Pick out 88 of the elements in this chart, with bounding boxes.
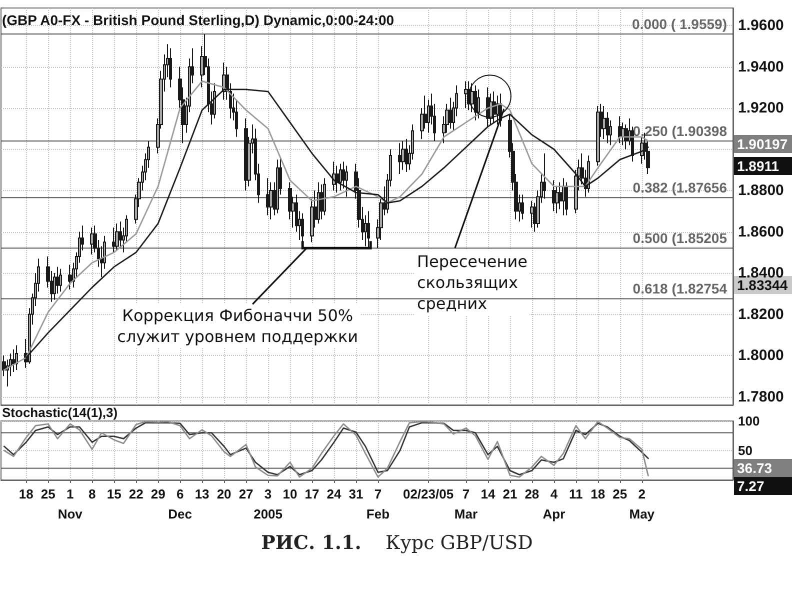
candlestick [405,138,408,172]
candlestick [449,97,452,130]
candlestick [474,84,477,121]
candlestick [477,88,480,119]
candlestick [552,180,556,212]
ref-line-label: 0.618 (1.82754 [632,280,728,297]
y-tick-label: 1.8600 [738,223,784,240]
candlestick [464,80,468,109]
candlestick [317,182,320,224]
x-tick-label: 18 [590,486,606,502]
x-tick-label: 8 [88,486,96,502]
candlestick [345,165,348,198]
text: 7.27 [737,478,764,494]
x-tick-label: 28 [524,486,540,502]
x-tick-label: 25 [612,486,628,502]
x-tick-label: 21 [502,486,518,502]
y-tick-label: 1.9400 [738,58,784,76]
x-tick-label: 18 [18,486,34,502]
y-tick-label: 100 [738,414,760,428]
text: 1.8911 [737,158,780,174]
candlestick [602,105,606,140]
candlestick [112,227,116,253]
annotation: Пересечение скользящих средних [416,252,528,314]
text: 36.73 [737,460,772,476]
candlestick [521,194,524,220]
x-tick-label: 25 [40,486,56,502]
candlestick [59,268,62,292]
x-tick-label: 20 [216,486,232,502]
candlestick [115,223,119,251]
candlestick [323,178,326,216]
x-tick-label: 7 Feb [366,486,390,522]
candlestick [562,178,565,216]
candlestick [276,159,279,214]
x-tick-label: 11 [569,486,583,502]
x-tick-label: 4 Apr [542,486,566,522]
candlestick [492,91,496,123]
candlestick [496,95,499,126]
y-tick-label: 50 [738,443,752,458]
candlestick [367,210,370,249]
x-tick-label: 31 [348,486,364,502]
y-tick-label: 1.9600 [738,17,784,34]
x-tick-label: 15 [106,486,122,502]
candlestick [565,182,568,216]
candlestick [398,142,402,175]
candlestick [618,116,622,144]
ref-line-label: 0.250 (1.90398 [632,123,728,140]
x-tick-label: 2 May [629,486,656,522]
candlestick [339,163,342,192]
y-tick-label: 1.9200 [738,100,784,117]
x-tick-label: 3 2005 [254,486,282,522]
candlestick [68,264,72,290]
x-tick-label: 27 [238,486,254,502]
y-tick-label: 1.8800 [738,182,784,200]
y-tick-label: 1.8200 [738,306,784,323]
candlestick [401,140,405,170]
y-tick-label: 1.7800 [738,388,784,406]
candlestick [587,154,590,194]
candlestick [90,227,94,255]
ref-line-label: 0.000 ( 1.9559) [632,16,727,32]
x-tick-label: 1 Nov [58,486,84,522]
candlestick [543,152,546,200]
x-tick-label: 14 [480,486,496,502]
candlestick [596,105,600,166]
candlestick [269,182,273,220]
x-tick-label: 24 [326,486,342,502]
ref-line-label: 0.500 (1.85205 [632,230,728,246]
x-tick-label: 10 [282,486,298,502]
candlestick [119,220,122,249]
candlestick [335,165,339,194]
x-tick-label: 29 [150,486,166,502]
y-tick-label: 1.8000 [738,347,784,364]
x-tick-label: 6 Dec [168,486,192,522]
x-tick-label: 7 Mar [454,486,478,522]
candlestick [530,200,534,228]
text: 1.90197 [737,136,788,152]
candlestick [169,48,172,88]
chart-title: Stochastic(14(1),3) [2,405,118,420]
candlestick [12,348,15,373]
ref-line-label: 0.382 (1.87656 [632,180,728,196]
x-tick-label: 22 [128,486,144,502]
text: 1.83344 [737,277,788,293]
x-tick-label: 13 [194,486,210,502]
x-tick-label: 02/23/05 [402,486,454,502]
chart-title: (GBP A0-FX - British Pound Sterling,D) Dynamic,0:00-24:00 [2,12,394,28]
x-tick-label: 17 [304,486,320,502]
text: РИС. 1.1. Курс GBP/USD [261,532,533,554]
annotation: Коррекция Фибоначчи 50% служит уровнем поддержки [117,306,358,346]
candlestick [266,178,270,216]
